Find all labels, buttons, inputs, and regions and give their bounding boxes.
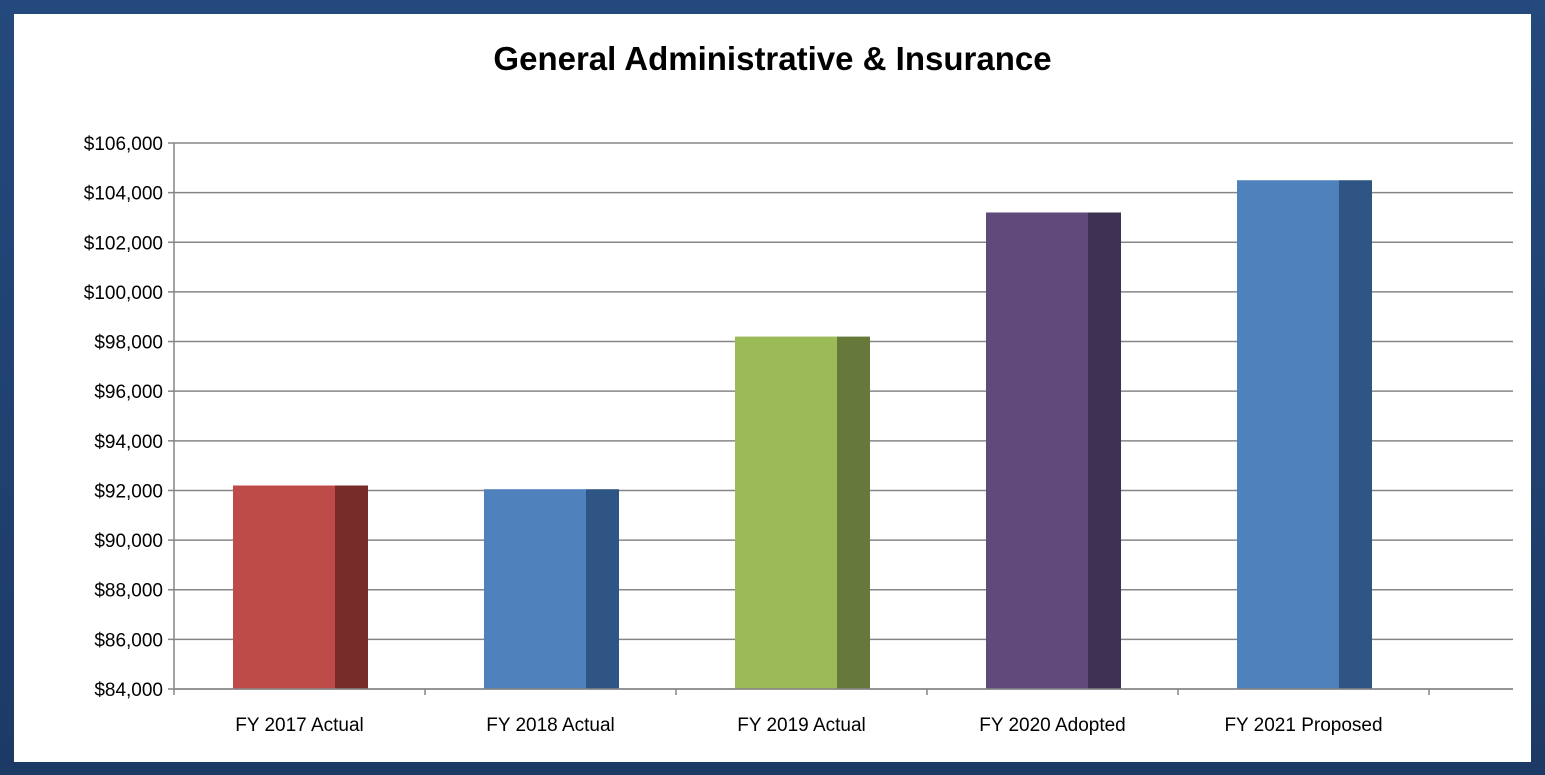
y-tick-label: $102,000	[84, 233, 163, 254]
y-tick-label: $86,000	[94, 630, 163, 651]
x-tick-label: FY 2021 Proposed	[1224, 715, 1382, 736]
bar-side	[335, 485, 368, 689]
y-tick-label: $100,000	[84, 283, 163, 304]
bar	[1237, 180, 1372, 689]
x-tick-label: FY 2019 Actual	[737, 715, 866, 736]
bars	[233, 180, 1372, 689]
bar-side	[1088, 212, 1121, 689]
bar-front	[233, 485, 335, 689]
y-tick-label: $90,000	[94, 531, 163, 552]
chart-title: General Administrative & Insurance	[493, 40, 1052, 77]
x-tick-label: FY 2018 Actual	[486, 715, 615, 736]
bar-side	[837, 336, 870, 689]
y-tick-label: $92,000	[94, 481, 163, 502]
bar	[484, 489, 619, 689]
bar-side	[586, 489, 619, 689]
bar-front	[484, 489, 586, 689]
y-tick-label: $94,000	[94, 432, 163, 453]
bar-front	[986, 212, 1088, 689]
bar	[735, 336, 870, 689]
x-tick-label: FY 2017 Actual	[235, 715, 364, 736]
y-axis-tick-labels: $84,000 $86,000 $88,000 $90,000 $92,000 $94,0…	[84, 134, 163, 701]
x-tick-label: FY 2020 Adopted	[979, 715, 1126, 736]
y-tick-label: $84,000	[94, 680, 163, 701]
y-tick-label: $96,000	[94, 382, 163, 403]
y-tick-label: $104,000	[84, 184, 163, 205]
bar	[986, 212, 1121, 689]
bar-side	[1339, 180, 1372, 689]
axes	[168, 142, 1513, 695]
y-tick-label: $88,000	[94, 581, 163, 602]
y-tick-label: $106,000	[84, 134, 163, 155]
bar-front	[1237, 180, 1339, 689]
y-tick-label: $98,000	[94, 333, 163, 354]
x-axis-tick-labels: FY 2017 Actual FY 2018 Actual FY 2019 Actu…	[235, 715, 1382, 736]
bar-front	[735, 336, 837, 689]
bar	[233, 485, 368, 689]
